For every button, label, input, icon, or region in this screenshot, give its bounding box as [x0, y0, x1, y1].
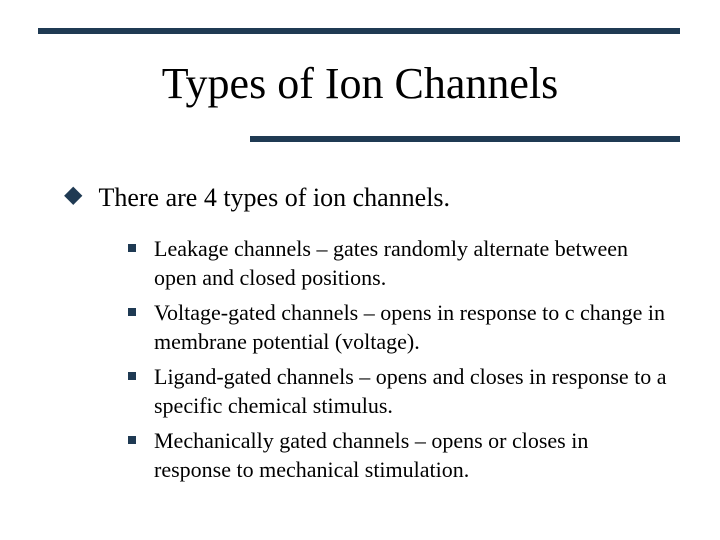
- horizontal-rule-under-title: [250, 136, 680, 142]
- list-item-text: Voltage-gated channels – opens in respon…: [154, 298, 668, 356]
- horizontal-rule-top: [38, 28, 680, 34]
- square-bullet-icon: [128, 308, 136, 316]
- sub-bullet-list: Leakage channels – gates randomly altern…: [128, 234, 668, 490]
- list-item: Voltage-gated channels – opens in respon…: [128, 298, 668, 356]
- list-item-text: Leakage channels – gates randomly altern…: [154, 234, 668, 292]
- list-item: Ligand-gated channels – opens and closes…: [128, 362, 668, 420]
- square-bullet-icon: [128, 244, 136, 252]
- main-point-text: There are 4 types of ion channels.: [98, 183, 450, 213]
- list-item: Mechanically gated channels – opens or c…: [128, 426, 668, 484]
- slide-title: Types of Ion Channels: [0, 58, 720, 109]
- list-item-text: Ligand-gated channels – opens and closes…: [154, 362, 668, 420]
- square-bullet-icon: [128, 436, 136, 444]
- list-item-text: Mechanically gated channels – opens or c…: [154, 426, 668, 484]
- diamond-bullet-icon: ◆: [64, 183, 82, 207]
- square-bullet-icon: [128, 372, 136, 380]
- list-item: Leakage channels – gates randomly altern…: [128, 234, 668, 292]
- main-bullet-point: ◆ There are 4 types of ion channels.: [64, 183, 664, 213]
